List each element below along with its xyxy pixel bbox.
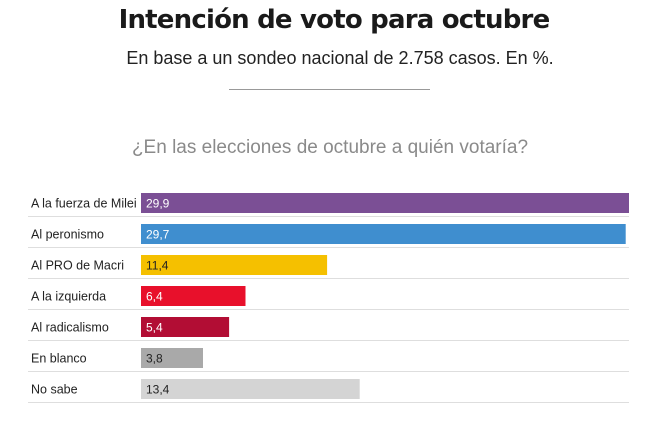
- bar-row: En blanco 3,8: [28, 348, 629, 372]
- category-label: Al PRO de Macri: [31, 259, 124, 273]
- bar-chart: A la fuerza de Milei 29,9 Al peronismo 29,7…: [28, 193, 629, 403]
- category-label: No sabe: [31, 383, 78, 397]
- data-label: 3,8: [146, 352, 163, 366]
- bar: [141, 348, 203, 368]
- category-label: A la fuerza de Milei: [31, 197, 137, 211]
- category-label: Al radicalismo: [31, 321, 109, 335]
- data-label: 6,4: [146, 290, 163, 304]
- bar-row: Al PRO de Macri 11,4: [28, 255, 629, 279]
- data-label: 29,7: [146, 228, 170, 242]
- bar: [141, 255, 328, 275]
- bar-row: A la izquierda 6,4: [28, 286, 629, 310]
- chart-subtitle: En base a un sondeo nacional de 2.758 ca…: [126, 48, 554, 68]
- category-label: A la izquierda: [31, 290, 106, 304]
- data-label: 29,9: [146, 197, 170, 211]
- survey-question: ¿En las elecciones de octubre a quién vo…: [131, 137, 529, 158]
- bar-row: A la fuerza de Milei 29,9: [28, 193, 629, 217]
- category-label: Al peronismo: [31, 228, 104, 242]
- bar-row: Al peronismo 29,7: [28, 224, 629, 248]
- title-divider: [229, 89, 430, 90]
- bar: [141, 193, 629, 213]
- bar: [141, 224, 626, 244]
- bar: [141, 317, 230, 337]
- data-label: 11,4: [146, 259, 169, 273]
- bar-row: No sabe 13,4: [28, 379, 629, 403]
- data-label: 5,4: [146, 321, 163, 335]
- category-label: En blanco: [31, 352, 87, 366]
- data-label: 13,4: [146, 383, 170, 397]
- bar: [141, 379, 360, 399]
- bar-row: Al radicalismo 5,4: [28, 317, 629, 341]
- chart-title: Intención de voto para octubre: [118, 5, 551, 35]
- bar: [141, 286, 246, 306]
